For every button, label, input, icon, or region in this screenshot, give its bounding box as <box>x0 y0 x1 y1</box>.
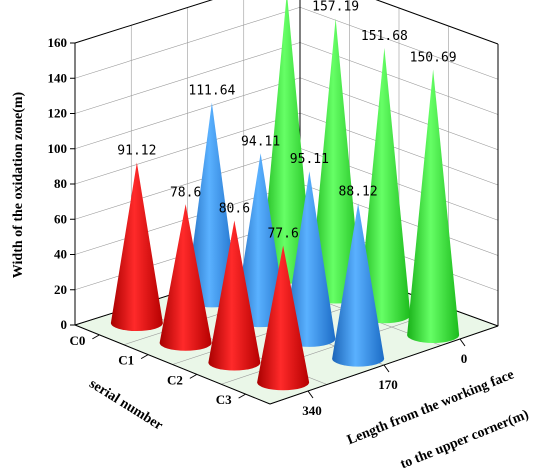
value-label: 150.69 <box>410 50 457 65</box>
length-axis-ticks: 0 170 340 <box>302 338 468 418</box>
z-tick-label: 120 <box>48 106 68 121</box>
serial-tick-label: C3 <box>216 392 232 407</box>
z-tick-label: 100 <box>48 141 68 156</box>
z-tick-label: 80 <box>54 176 67 191</box>
cone-mark <box>358 47 411 324</box>
value-labels: 160.71157.19111.64151.6894.1191.12150.69… <box>117 0 456 242</box>
serial-tick-label: C2 <box>167 372 183 387</box>
z-tick-label: 160 <box>48 35 68 50</box>
length-tick-label: 170 <box>378 377 398 392</box>
serial-tick-label: C1 <box>118 353 134 368</box>
z-tick-label: 20 <box>54 282 67 297</box>
value-label: 77.6 <box>267 227 298 242</box>
serial-tick-mark <box>92 334 100 340</box>
cone-marks <box>110 0 460 391</box>
serial-axis-ticks: C0 C1 C2 C3 <box>69 333 246 407</box>
cone-mark <box>159 204 212 351</box>
value-label: 78.6 <box>170 185 201 200</box>
value-label: 111.64 <box>188 84 235 99</box>
serial-tick-mark <box>238 393 246 399</box>
cone-mark <box>110 162 163 332</box>
cone-mark <box>407 69 460 343</box>
cone-mark <box>332 203 385 367</box>
cone-mark <box>208 220 261 371</box>
value-label: 88.12 <box>339 184 378 199</box>
value-label: 151.68 <box>361 29 408 44</box>
serial-tick-label: C0 <box>69 333 85 348</box>
box-edge <box>375 0 499 45</box>
length-tick-label: 0 <box>461 351 468 366</box>
length-tick-label: 340 <box>302 403 322 418</box>
value-label: 80.6 <box>219 201 250 216</box>
serial-axis-label: serial number <box>86 377 165 434</box>
length-tick-mark <box>307 390 314 399</box>
serial-tick-mark <box>189 373 198 379</box>
z-tick-label: 140 <box>48 70 68 85</box>
box-edge <box>74 324 271 405</box>
box-edge <box>74 0 213 44</box>
length-tick-mark <box>459 338 466 347</box>
serial-tick-mark <box>140 354 149 360</box>
cone-mark <box>185 102 238 308</box>
cone-mark <box>309 18 362 304</box>
value-label: 157.19 <box>312 0 359 14</box>
z-axis-label: Width of the oxidation zone(m) <box>11 91 26 278</box>
z-tick-label: 0 <box>61 317 68 332</box>
z-tick-label: 40 <box>54 247 67 262</box>
cone-mark <box>234 153 287 328</box>
z-tick-label: 60 <box>54 211 67 226</box>
value-label: 94.11 <box>241 134 280 149</box>
cone-mark <box>257 245 310 391</box>
cone-mark <box>283 171 336 347</box>
z-axis-ticks: 0 20 40 60 80 100 120 140 160 <box>48 35 75 332</box>
length-tick-mark <box>383 364 390 373</box>
value-label: 91.12 <box>117 143 156 158</box>
cone-mark <box>260 0 313 284</box>
value-label: 95.11 <box>290 152 329 167</box>
